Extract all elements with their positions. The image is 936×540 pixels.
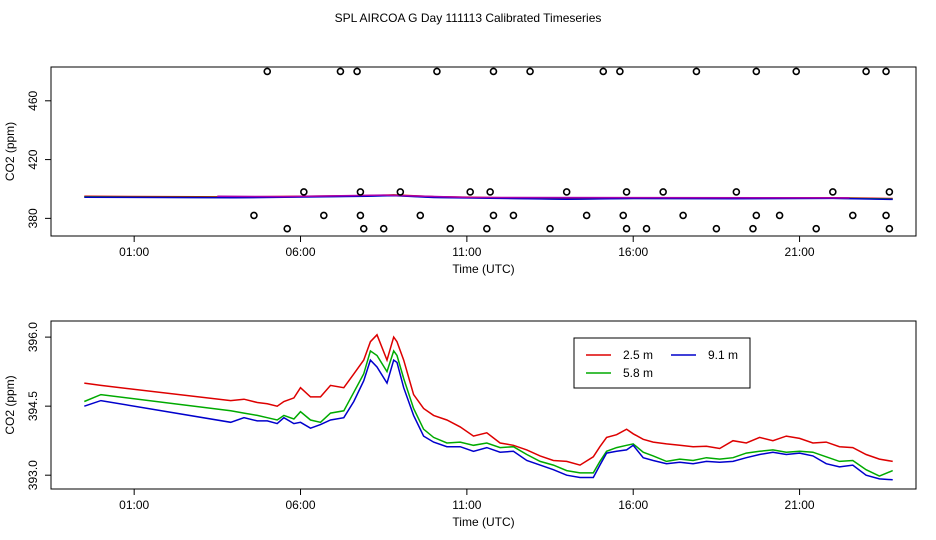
x-axis-label: Time (UTC) <box>452 515 514 529</box>
y-tick-label: 394.5 <box>26 391 40 421</box>
legend-box <box>573 337 751 389</box>
x-tick-label: 21:00 <box>785 245 815 259</box>
x-tick-label: 11:00 <box>452 245 481 259</box>
x-tick-label: 01:00 <box>119 498 149 512</box>
y-tick-label: 460 <box>26 90 40 110</box>
data-point <box>885 188 894 196</box>
data-point <box>679 211 687 220</box>
data-point <box>622 224 631 233</box>
data-point <box>582 211 591 220</box>
data-point <box>359 224 368 233</box>
data-point <box>396 188 405 196</box>
data-point <box>792 67 801 76</box>
legend-label: 2.5 m <box>623 348 653 362</box>
data-point <box>416 211 425 220</box>
data-point <box>732 188 741 196</box>
data-point <box>356 188 365 196</box>
data-point <box>619 211 628 220</box>
data-point <box>250 211 258 220</box>
data-point <box>353 67 361 76</box>
series-line-2-5-m <box>84 333 893 466</box>
plot-frame <box>50 66 917 237</box>
data-point <box>489 67 498 76</box>
data-point <box>489 211 498 220</box>
data-point <box>775 211 784 220</box>
x-tick-label: 06:00 <box>286 245 316 259</box>
x-tick-label: 01:00 <box>119 245 149 259</box>
x-tick-label: 06:00 <box>286 498 316 512</box>
data-point <box>659 188 667 196</box>
legend-label: 5.8 m <box>623 366 653 380</box>
series-line-9-1-m <box>84 358 893 481</box>
data-point <box>829 188 837 196</box>
data-point <box>526 67 534 76</box>
y-tick-label: 380 <box>26 208 40 228</box>
bottom-panel: 01:00 06:00 11:00 16:00 21:00 393.0 394.5 396.0… <box>3 320 917 529</box>
data-point <box>433 67 441 76</box>
y-tick-label: 393.0 <box>26 460 40 490</box>
top-panel: 01:00 06:00 11:00 16:00 21:00 380 420 460 Time (… <box>3 66 917 276</box>
series-line-5-8-m <box>84 349 893 477</box>
data-point <box>562 188 571 196</box>
legend-label: 9.1 m <box>708 348 738 362</box>
x-tick-label: 11:00 <box>452 498 481 512</box>
y-axis-label: CO2 (ppm) <box>3 122 17 181</box>
data-point <box>616 67 624 76</box>
data-point <box>466 188 474 196</box>
series-line-extra <box>217 194 850 199</box>
data-point <box>752 211 761 220</box>
data-point <box>300 188 308 196</box>
data-point <box>752 67 761 76</box>
data-point <box>882 67 890 76</box>
figure-title: SPL AIRCOA G Day 111113 Calibrated Times… <box>335 11 602 25</box>
x-axis-label: Time (UTC) <box>452 262 514 276</box>
plot-frame <box>50 320 917 490</box>
y-tick-label: 396.0 <box>26 322 40 352</box>
x-tick-label: 21:00 <box>785 498 815 512</box>
x-tick-label: 16:00 <box>618 245 648 259</box>
data-point <box>336 67 345 76</box>
data-point <box>599 67 608 76</box>
data-point <box>320 211 328 220</box>
data-point <box>263 67 272 76</box>
data-point <box>749 224 757 233</box>
data-point <box>509 211 518 220</box>
x-tick-label: 16:00 <box>618 498 648 512</box>
data-point <box>446 224 455 233</box>
data-point <box>379 224 388 233</box>
data-point <box>862 67 870 76</box>
data-point <box>486 188 494 196</box>
legend: 2.5 m 5.8 m 9.1 m <box>573 337 751 389</box>
data-point <box>546 224 554 233</box>
data-point <box>812 224 820 233</box>
data-point <box>283 224 292 233</box>
data-point <box>848 211 857 220</box>
y-axis-label: CO2 (ppm) <box>3 375 17 434</box>
y-tick-label: 420 <box>26 149 40 169</box>
data-point <box>483 224 491 233</box>
data-point <box>622 188 631 196</box>
data-point <box>712 224 721 233</box>
data-point <box>885 224 894 233</box>
data-point <box>642 224 651 233</box>
data-point <box>692 67 701 76</box>
data-point <box>356 211 365 220</box>
data-point <box>882 211 890 220</box>
